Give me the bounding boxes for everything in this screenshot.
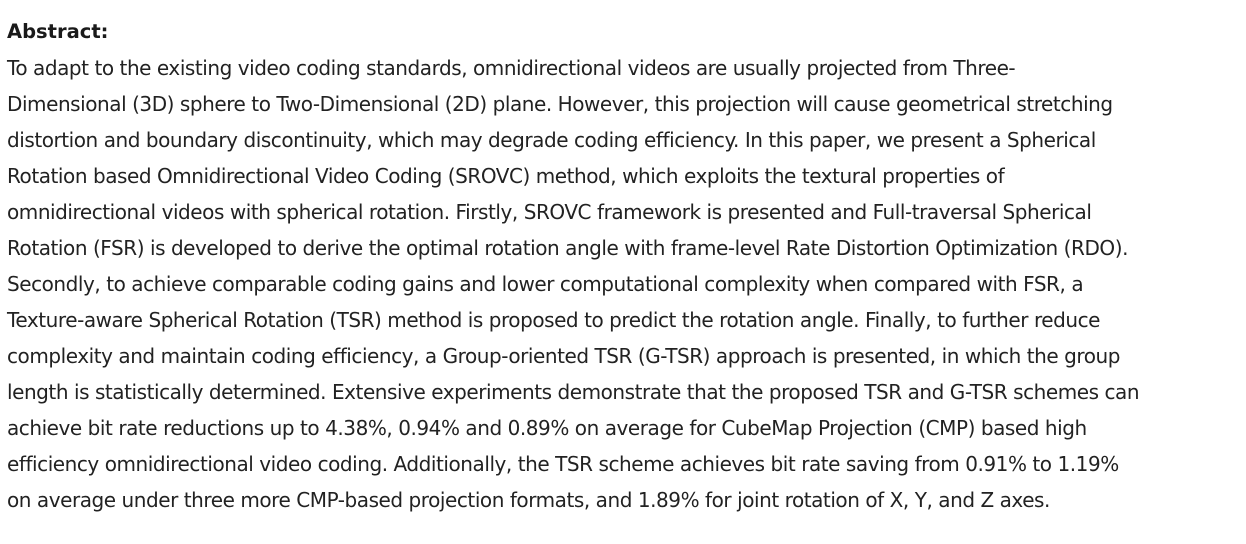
abstract-line: Secondly, to achieve comparable coding g… xyxy=(7,272,1084,296)
abstract-line: on average under three more CMP-based pr… xyxy=(7,488,1050,512)
abstract-text: To adapt to the existing video coding st… xyxy=(7,50,1235,518)
abstract-line: Texture-aware Spherical Rotation (TSR) m… xyxy=(7,308,1101,332)
abstract-section: Abstract: To adapt to the existing video… xyxy=(7,14,1235,518)
abstract-line: achieve bit rate reductions up to 4.38%,… xyxy=(7,416,1087,440)
abstract-line: efficiency omnidirectional video coding.… xyxy=(7,452,1119,476)
abstract-line: To adapt to the existing video coding st… xyxy=(7,56,1016,80)
abstract-line: Rotation based Omnidirectional Video Cod… xyxy=(7,164,1005,188)
abstract-line: length is statistically determined. Exte… xyxy=(7,380,1140,404)
abstract-line: complexity and maintain coding efficienc… xyxy=(7,344,1120,368)
abstract-heading: Abstract: xyxy=(7,20,109,43)
abstract-line: omnidirectional videos with spherical ro… xyxy=(7,200,1092,224)
abstract-line: Rotation (FSR) is developed to derive th… xyxy=(7,236,1128,260)
abstract-line: Dimensional (3D) sphere to Two-Dimension… xyxy=(7,92,1113,116)
abstract-line: distortion and boundary discontinuity, w… xyxy=(7,128,1096,152)
